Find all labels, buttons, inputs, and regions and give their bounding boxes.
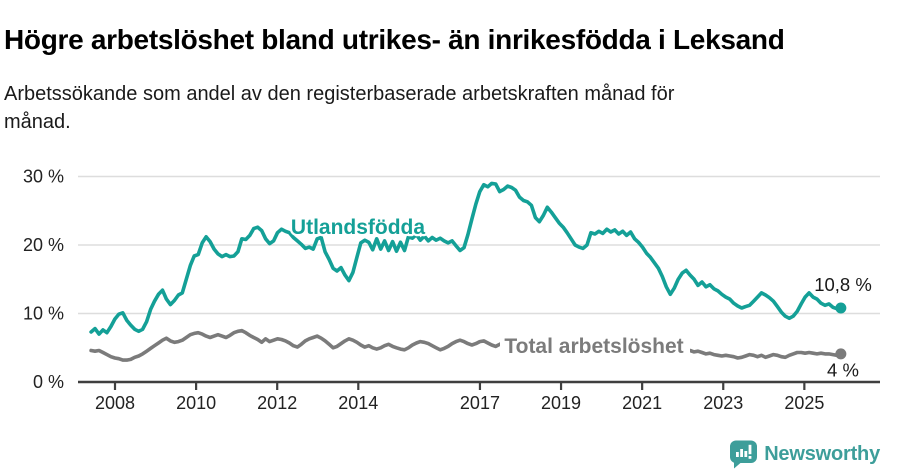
series-label: Total arbetslöshet — [504, 335, 683, 358]
x-axis-tick-label: 2010 — [176, 393, 216, 413]
x-axis-tick-label: 2017 — [460, 393, 500, 413]
x-axis-tick-label: 2019 — [541, 393, 581, 413]
chart-title: Högre arbetslöshet bland utrikes- än inr… — [4, 23, 785, 55]
brand-name: Newsworthy — [764, 443, 880, 465]
series-line-utlandsfodda — [89, 181, 843, 336]
y-axis-tick-label: 0 % — [33, 372, 64, 392]
chart-subtitle: Arbetssökande som andel av den registerb… — [4, 83, 675, 133]
x-axis-tick-label: 2014 — [338, 393, 378, 413]
series-label-mask — [500, 333, 690, 360]
newsworthy-logo: Newsworthy — [729, 440, 880, 469]
x-axis-tick-label: 2012 — [257, 393, 297, 413]
series-line-total — [89, 328, 843, 362]
speech-bubble-bar-chart-icon — [730, 440, 758, 469]
x-axis-tick-label: 2021 — [622, 393, 662, 413]
series-end-dot — [835, 302, 847, 314]
y-axis-tick-label: 30 % — [23, 167, 64, 187]
x-axis-tick-label: 2023 — [703, 393, 743, 413]
y-axis-tick-label: 20 % — [23, 235, 64, 255]
x-axis-tick-label: 2025 — [784, 393, 824, 413]
y-axis-tick-label: 10 % — [23, 304, 64, 324]
series-end-dot — [835, 348, 847, 360]
series-label: Utlandsfödda — [291, 216, 425, 239]
x-axis-tick-label: 2008 — [95, 393, 135, 413]
end-value-label: 10,8 % — [814, 274, 872, 295]
end-value-label: 4 % — [827, 360, 859, 381]
